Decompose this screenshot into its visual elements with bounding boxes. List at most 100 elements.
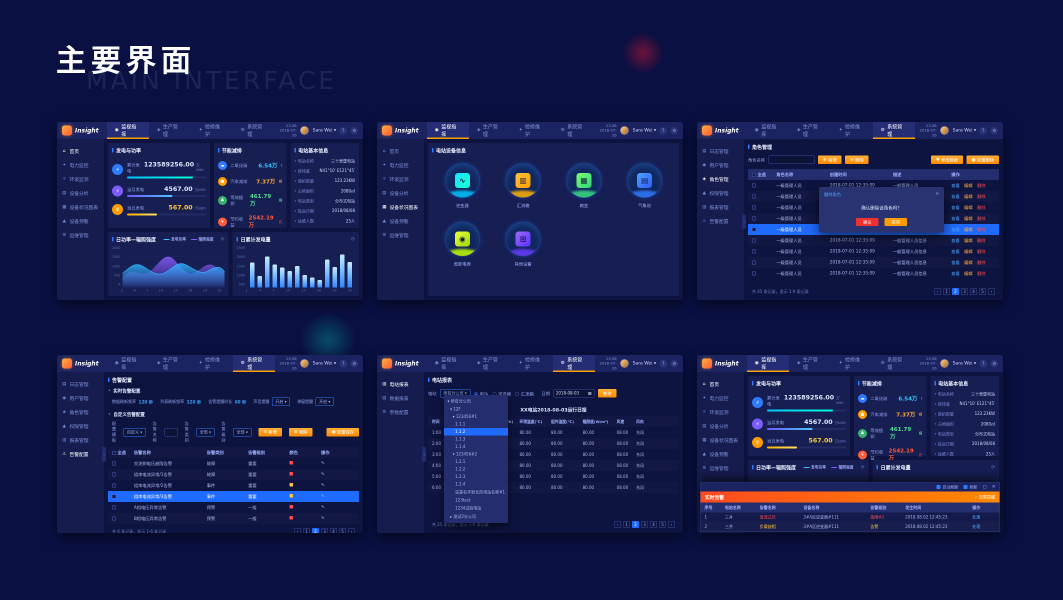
table-row[interactable]: 一级管理人员 2018-07-01 12:35:09 一般管理人员 查看 编辑 … — [748, 180, 999, 191]
user-menu[interactable]: Sara Wei ▾ — [632, 361, 657, 366]
page-button[interactable]: 2 — [952, 288, 959, 295]
page-button[interactable]: 4 — [330, 528, 337, 533]
refresh-icon[interactable]: ⟳ — [351, 236, 355, 242]
close-icon[interactable]: ✕ — [935, 191, 939, 197]
edit-link[interactable]: 编辑 — [964, 271, 973, 277]
page-button[interactable]: › — [988, 288, 995, 295]
avatar[interactable] — [300, 126, 310, 135]
cancel-button[interactable]: 取消 — [884, 218, 908, 226]
sidebar-item[interactable]: ⚙ 运维管理 — [57, 228, 104, 242]
sidebar-item[interactable]: ▲ 设备预警 — [57, 214, 104, 228]
add-button[interactable]: ⊕ 新增 — [258, 427, 282, 437]
sidebar-item[interactable]: ▥ 报表管理 — [697, 200, 744, 214]
table-row[interactable]: 组串电流异常/1告警 故障 重要 ✎ — [108, 469, 359, 480]
sidebar-item[interactable]: ▲ 设备预警 — [377, 214, 424, 228]
edit-icon[interactable]: ✎ — [320, 483, 325, 488]
nav-item[interactable]: ⚙ 系统管理 — [232, 355, 276, 372]
nav-item[interactable]: ✦ 检修维护 — [511, 122, 553, 139]
edit-link[interactable]: 编辑 — [964, 216, 973, 222]
row-checkbox[interactable] — [752, 238, 756, 243]
page-button[interactable]: ‹ — [294, 528, 301, 533]
brand[interactable]: Insight — [377, 355, 427, 372]
sidebar-item[interactable]: ▲ 权限管理 — [697, 186, 744, 200]
edit-link[interactable]: 编辑 — [964, 205, 973, 211]
nav-item[interactable]: ◉ 监视指挥 — [426, 122, 469, 139]
nav-item[interactable]: ✦ 检修维护 — [191, 122, 233, 139]
report-type-radio[interactable]: 汇流箱 — [515, 391, 534, 397]
page-button[interactable]: 5 — [979, 288, 986, 295]
sidebar-item[interactable]: ◉ 用户管理 — [697, 158, 744, 172]
brand[interactable]: Insight — [57, 122, 107, 139]
page-button[interactable]: 1 — [623, 521, 630, 528]
close-icon[interactable]: ✕ — [991, 484, 996, 490]
sidebar-collapse-handle[interactable]: ‹ — [422, 447, 426, 462]
alarm-name-input[interactable] — [164, 427, 178, 437]
refresh-icon[interactable]: ⟳ — [991, 464, 995, 470]
sidebar-item[interactable]: ☼ 环境监测 — [697, 405, 744, 419]
help-icon[interactable]: ? — [659, 126, 668, 135]
edit-icon[interactable]: ✎ — [320, 505, 325, 510]
edit-link[interactable]: 编辑 — [964, 249, 973, 255]
nav-item[interactable]: ◉ 监视指挥 — [747, 122, 789, 139]
delete-button[interactable]: ⊗ 删除 — [845, 155, 869, 164]
sidebar-item[interactable]: ☼ 环境监测 — [57, 172, 104, 186]
page-button[interactable]: › — [668, 521, 675, 528]
sidebar-item[interactable]: ▥ 电站报表 — [377, 377, 424, 391]
device-item[interactable]: ⊞ 其他设备 — [493, 221, 554, 267]
settings-icon[interactable]: ⚙ — [670, 126, 679, 135]
nav-item[interactable]: ◉ 监视指挥 — [427, 355, 469, 372]
row-checkbox[interactable] — [112, 516, 116, 521]
tree-item[interactable]: ▾ 12F — [447, 407, 461, 412]
level-select[interactable]: 全部 ▾ — [233, 427, 252, 437]
page-button[interactable]: ‹ — [934, 288, 941, 295]
tree-item[interactable]: ▾ 123456#2 — [447, 452, 478, 457]
help-icon[interactable]: ? — [979, 359, 988, 368]
settings-icon[interactable]: ⚙ — [670, 359, 679, 368]
select[interactable]: 开启 ▾ — [271, 397, 291, 406]
edit-link[interactable]: 编辑 — [964, 238, 973, 244]
page-button[interactable]: 4 — [970, 288, 977, 295]
sidebar-item[interactable]: ◈ 角色管理 — [697, 172, 744, 186]
table-row[interactable]: 组串电流异常/3告警 事件 重要 ✎ — [108, 491, 359, 502]
brand[interactable]: Insight — [697, 355, 747, 372]
view-link[interactable]: 查看 — [951, 249, 960, 255]
nav-item[interactable]: ◈ 生产管理 — [789, 355, 831, 372]
sidebar-item[interactable]: ▤ 设备分析 — [377, 186, 424, 200]
avatar[interactable] — [940, 359, 950, 368]
refresh-icon[interactable]: ⟳ — [860, 464, 865, 470]
view-link[interactable]: 查看 — [951, 183, 960, 189]
page-button[interactable]: 1 — [303, 528, 310, 533]
tree-item[interactable]: ▾ 所有分公司 — [447, 399, 471, 404]
row-checkbox[interactable] — [752, 260, 756, 265]
delete-link[interactable]: 删除 — [976, 271, 986, 277]
auto-refresh-toggle[interactable]: 自动刷新 — [936, 484, 958, 490]
edit-icon[interactable]: ✎ — [320, 472, 325, 477]
sidebar-item[interactable]: ⚙ 运维管理 — [377, 228, 424, 242]
nav-item[interactable]: ⚙ 系统管理 — [233, 122, 275, 139]
sidebar-item[interactable]: ⚙ 运维管理 — [697, 461, 744, 475]
delete-link[interactable]: 删除 — [976, 183, 986, 189]
sidebar-item[interactable]: ⌂ 首页 — [377, 144, 424, 158]
sidebar-item[interactable]: ▤ 设备分析 — [697, 419, 744, 433]
page-button[interactable]: › — [348, 528, 355, 533]
query-button[interactable]: 查询 — [597, 389, 617, 398]
user-menu[interactable]: Sara Wei ▾ — [312, 128, 337, 133]
nav-item[interactable]: ⚙ 系统管理 — [552, 355, 596, 372]
tree-item[interactable]: 这是名字很长的电站名称#1 — [447, 490, 506, 495]
alarm-row[interactable]: 2 三井 负载缺相 3#A区逆变器#111 告警 2018.08.02 12:4… — [701, 522, 1000, 532]
view-link[interactable]: 查看 — [951, 260, 960, 266]
settings-icon[interactable]: ⚙ — [350, 126, 359, 135]
sidebar-item[interactable]: ✦ 电力监控 — [377, 158, 424, 172]
sidebar-collapse-handle[interactable]: ‹ — [102, 447, 106, 462]
delete-link[interactable]: 删除 — [976, 238, 986, 244]
sidebar-item[interactable]: ◈ 角色管理 — [57, 405, 104, 419]
row-checkbox[interactable] — [112, 472, 116, 477]
tree-item[interactable]: 1234试验电站 — [447, 506, 482, 511]
tree-item[interactable]: 1.2.2 — [447, 467, 466, 472]
sidebar-item[interactable]: ▲ 权限管理 — [57, 419, 104, 433]
nav-item[interactable]: ◉ 监视指挥 — [106, 122, 149, 139]
sidebar-collapse-handle[interactable]: ‹ — [742, 214, 746, 229]
sidebar-item[interactable]: ▤ 数据报表 — [377, 391, 424, 405]
page-button[interactable]: 2 — [632, 521, 639, 528]
page-button[interactable]: 3 — [641, 521, 648, 528]
